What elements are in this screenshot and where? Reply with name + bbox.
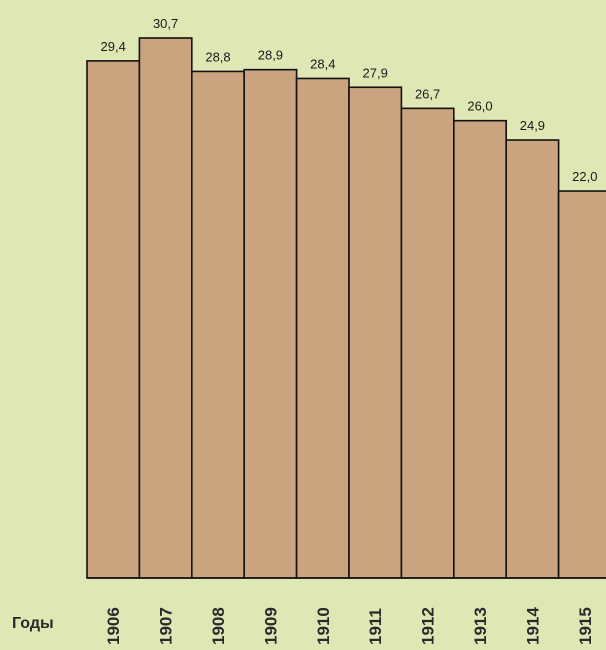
x-tick-label: 1906	[104, 607, 123, 645]
value-label: 26,7	[415, 86, 440, 101]
bar	[138, 37, 193, 579]
value-label: 22,0	[572, 169, 597, 184]
bar	[243, 68, 298, 579]
x-tick-label: 1914	[523, 607, 542, 645]
x-tick-label: 1907	[157, 607, 176, 645]
bar	[400, 107, 455, 579]
bar	[452, 119, 507, 579]
x-tick-label: 1910	[314, 607, 333, 645]
value-label: 28,8	[205, 49, 230, 64]
bar	[191, 70, 246, 579]
bar	[295, 77, 350, 579]
value-label: 27,9	[363, 65, 388, 80]
value-label: 29,4	[101, 39, 126, 54]
bar	[86, 60, 141, 579]
value-label: 30,7	[153, 16, 178, 31]
x-tick-label: 1913	[471, 607, 490, 645]
bar	[505, 139, 560, 579]
bar	[348, 86, 403, 579]
x-tick-label: 1911	[366, 608, 385, 645]
value-label: 28,9	[258, 48, 283, 63]
value-label: 26,0	[467, 99, 492, 114]
x-tick-label: 1909	[261, 607, 280, 645]
value-label: 28,4	[310, 56, 335, 71]
value-label: 24,9	[520, 118, 545, 133]
bar	[557, 190, 606, 579]
x-tick-label: 1915	[576, 607, 595, 645]
x-tick-label: 1908	[209, 607, 228, 645]
x-axis-label: Годы	[12, 615, 54, 632]
x-tick-label: 1912	[419, 607, 438, 645]
